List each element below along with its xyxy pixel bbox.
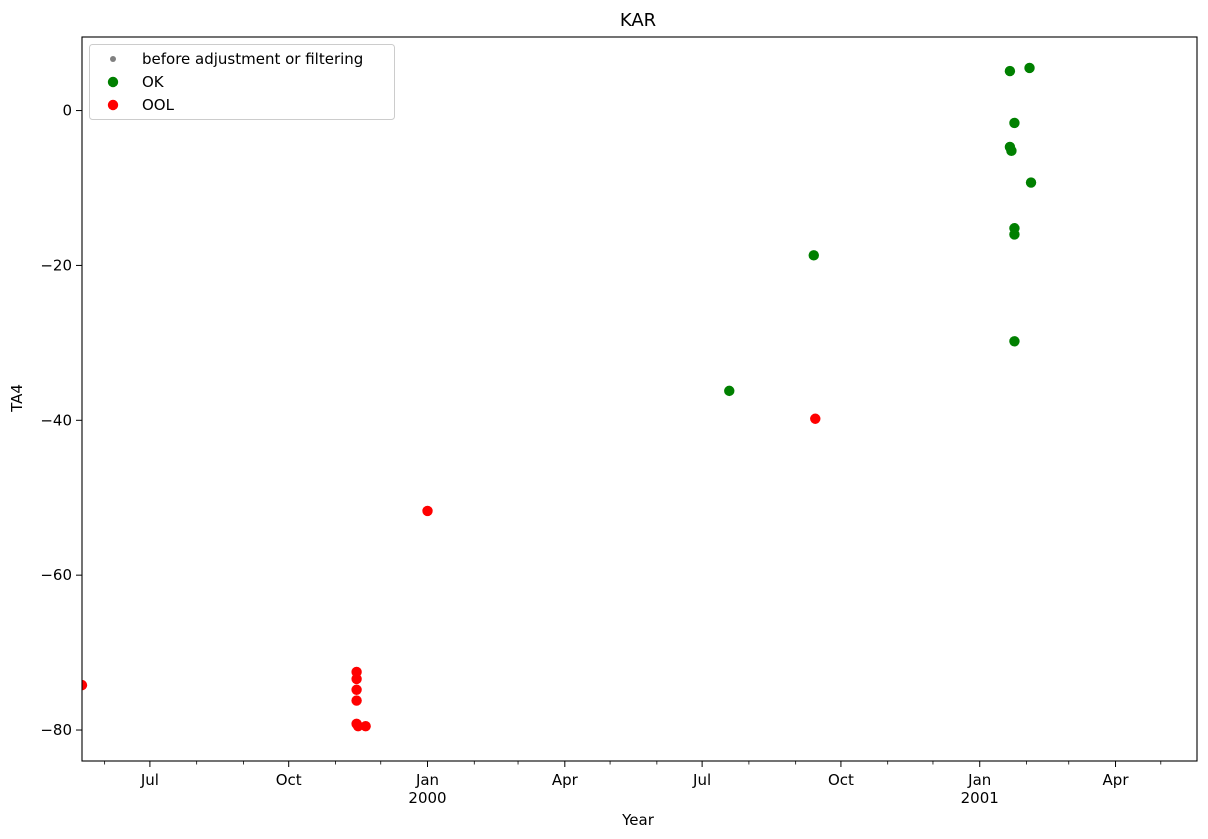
data-point-ool (810, 413, 821, 424)
x-tick-sublabel: 2001 (961, 789, 999, 807)
y-tick-label: −60 (40, 566, 72, 584)
x-tick-label: Jan (967, 771, 991, 789)
x-tick-label: Jul (140, 771, 159, 789)
data-point-ok (1009, 117, 1020, 129)
legend-label: OOL (142, 96, 175, 114)
axes-frame (81, 36, 1198, 762)
x-tick-sublabel: 2000 (408, 789, 446, 807)
data-point-ok (1009, 336, 1020, 347)
legend-box (89, 44, 395, 120)
data-point-ool (351, 684, 362, 695)
data-point-ok (808, 250, 819, 261)
x-tick-label: Apr (1103, 771, 1130, 789)
legend-marker (110, 56, 116, 62)
legend: before adjustment or filtering OK OOL (89, 44, 395, 120)
data-point-ok (1024, 62, 1035, 74)
legend-marker (107, 99, 119, 111)
y-axis-label: TA4 (8, 384, 26, 413)
data-point-ool (360, 720, 371, 732)
data-point-ok (1006, 145, 1017, 157)
y-tick-label: −20 (40, 256, 72, 274)
x-axis-label: Year (621, 811, 655, 829)
chart-title: KAR (620, 10, 656, 31)
data-point-ok (1009, 229, 1020, 240)
x-tick-label: Jan (415, 771, 439, 789)
x-tick-label: Apr (552, 771, 579, 789)
data-point-ool (351, 673, 362, 685)
legend-label: OK (142, 73, 165, 91)
data-point-ool (82, 679, 88, 691)
y-tick-label: 0 (62, 102, 72, 120)
y-tick-label: −80 (40, 721, 72, 739)
data-point-ok (1025, 177, 1037, 188)
data-point-ool (422, 505, 433, 517)
legend-label: before adjustment or filtering (142, 50, 363, 68)
x-tick-label: Oct (276, 771, 302, 789)
x-tick-label: Jul (692, 771, 711, 789)
x-tick-label: Oct (828, 771, 854, 789)
data-point-ok (724, 385, 735, 397)
data-point-ool (351, 695, 362, 706)
legend-marker (107, 76, 119, 88)
y-tick-label: −40 (40, 411, 72, 429)
data-points (82, 62, 1037, 732)
data-point-ool (352, 720, 364, 732)
data-point-ok (1004, 65, 1016, 77)
